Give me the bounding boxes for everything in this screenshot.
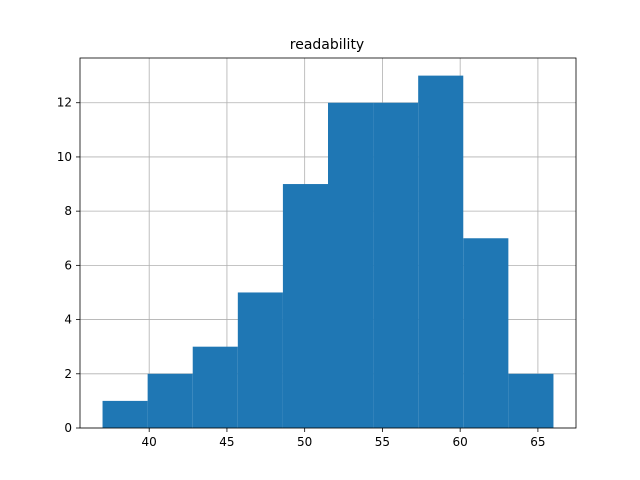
x-tick-label: 50	[297, 435, 312, 449]
y-tick-label: 8	[64, 204, 72, 218]
ticks-layer: 40 45 50 55 60 65 0 2 4 6 8 10 12	[57, 96, 546, 449]
histogram-bar-4	[282, 184, 328, 428]
y-tick-label: 2	[64, 367, 72, 381]
x-tick-label: 60	[453, 435, 468, 449]
histogram-bar-5	[328, 102, 374, 428]
histogram-bar-1	[147, 373, 193, 428]
plot-frame	[79, 57, 577, 429]
histogram-bar-6	[373, 102, 419, 428]
y-tick-label: 6	[64, 258, 72, 272]
x-tick-label: 55	[375, 435, 390, 449]
y-tick-label: 0	[64, 421, 72, 435]
y-tick-label: 4	[64, 313, 72, 327]
histogram-bar-8	[463, 238, 509, 428]
chart-title: readability	[290, 37, 364, 53]
y-tick-label: 10	[57, 150, 72, 164]
histogram-bar-9	[508, 373, 554, 428]
bars-layer	[102, 75, 554, 428]
histogram-bar-2	[192, 346, 238, 428]
y-tick-label: 12	[57, 96, 72, 110]
x-tick-label: 45	[219, 435, 234, 449]
histogram-bar-3	[237, 292, 283, 428]
histogram-bar-7	[418, 75, 464, 428]
x-tick-label: 65	[530, 435, 545, 449]
x-tick-label: 40	[142, 435, 157, 449]
histogram-bar-0	[102, 400, 148, 428]
